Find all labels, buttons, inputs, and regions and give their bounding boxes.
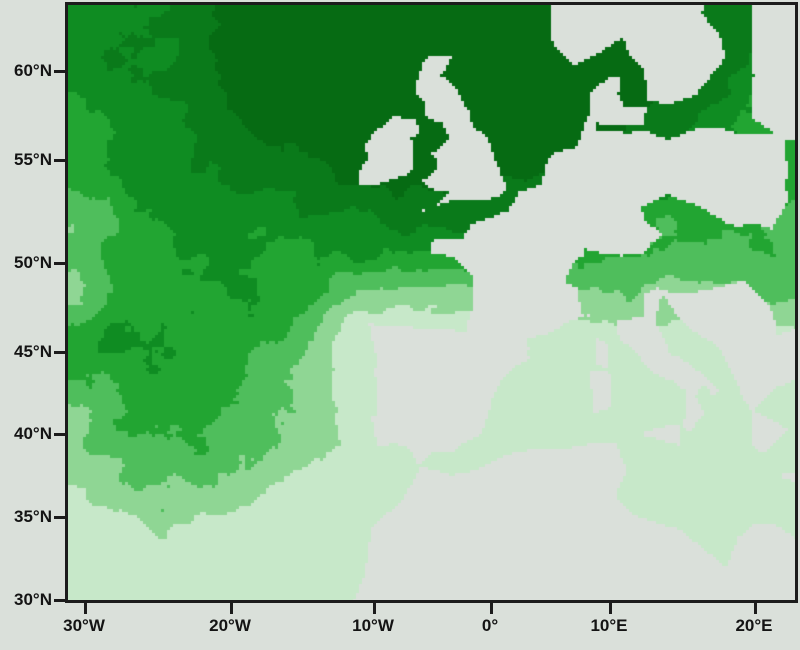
- y-tick-label: 60°N: [14, 61, 52, 80]
- y-tick-mark: [54, 70, 65, 73]
- x-tick-mark: [609, 603, 612, 614]
- x-tick-label: 0°: [481, 616, 499, 635]
- y-tick-mark: [54, 599, 65, 602]
- y-tick-label: 40°N: [14, 424, 52, 443]
- contour-map-canvas: [68, 5, 795, 600]
- map-plot-area[interactable]: [65, 2, 798, 603]
- y-tick-label: 30°N: [14, 590, 52, 609]
- x-tick-mark: [490, 603, 493, 614]
- x-tick-label: 10°W: [352, 616, 394, 635]
- y-tick-label: 50°N: [14, 253, 52, 272]
- y-tick-mark: [54, 516, 65, 519]
- x-tick-label: 10°E: [590, 616, 628, 635]
- x-tick-label: 20°E: [735, 616, 773, 635]
- y-tick-label: 35°N: [14, 507, 52, 526]
- x-tick-label: 20°W: [209, 616, 251, 635]
- y-tick-label: 55°N: [14, 150, 52, 169]
- y-tick-mark: [54, 351, 65, 354]
- x-tick-mark: [230, 603, 233, 614]
- x-tick-mark: [84, 603, 87, 614]
- x-tick-label: 30°W: [63, 616, 105, 635]
- x-tick-mark: [754, 603, 757, 614]
- y-tick-mark: [54, 262, 65, 265]
- y-tick-label: 45°N: [14, 342, 52, 361]
- y-tick-mark: [54, 433, 65, 436]
- x-tick-mark: [373, 603, 376, 614]
- y-tick-mark: [54, 159, 65, 162]
